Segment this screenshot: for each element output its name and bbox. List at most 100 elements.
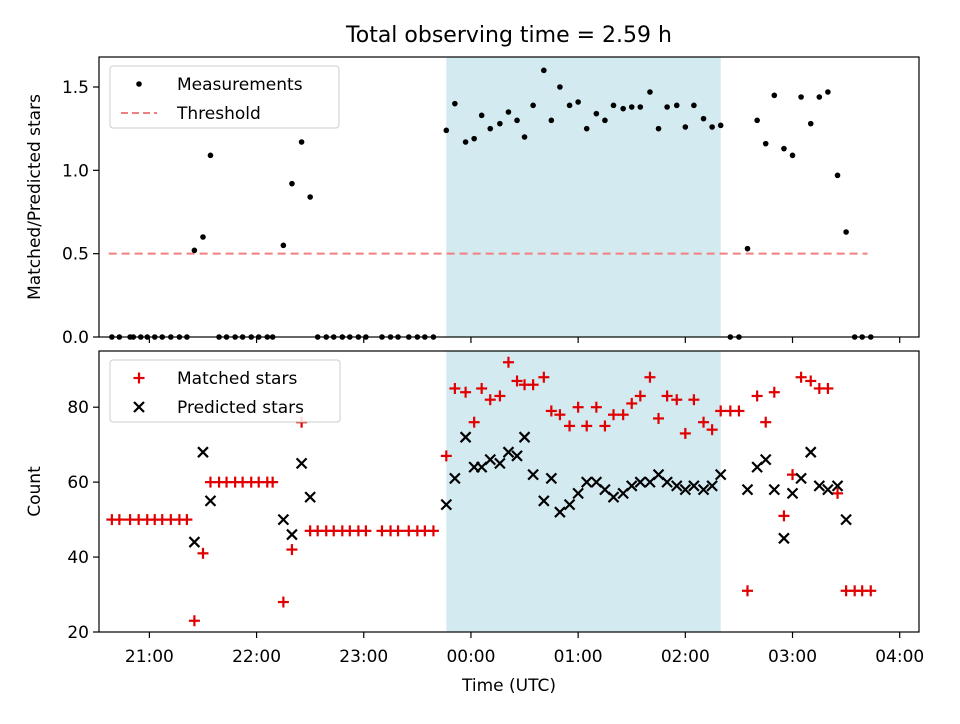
measurements-point [744, 245, 751, 252]
y-tick-label: 80 [67, 398, 89, 418]
measurements-point [843, 229, 849, 235]
predicted-stars-point [840, 513, 852, 526]
matched-stars-point [527, 379, 539, 391]
predicted-stars-point [197, 446, 209, 458]
measurements-point [762, 140, 769, 147]
matched-stars-point [564, 420, 576, 432]
matched-stars-point [617, 409, 629, 421]
legend-glyph [133, 401, 145, 413]
y-tick-label: 0.5 [62, 245, 89, 265]
predicted-stars-point [580, 476, 593, 488]
matched-stars-point [795, 371, 807, 383]
y-tick-label: 0.0 [62, 328, 89, 348]
predicted-stars-point [563, 498, 576, 511]
bottom-x-axis: 21:00 22:00 23:00 00:00 01:00 02:00 03:00 04:00 [125, 632, 924, 667]
predicted-stars-point [822, 483, 834, 496]
matched-stars-point [545, 405, 557, 417]
predicted-stars-point [670, 480, 683, 492]
predicted-stars-point [625, 480, 638, 492]
measurements-point [789, 152, 796, 159]
x-tick-label: 22:00 [232, 647, 281, 667]
matched-stars-point [751, 390, 763, 402]
predicted-stars-point [778, 532, 790, 545]
matched-stars-point [277, 596, 289, 608]
measurements-point [709, 124, 715, 130]
bottom-legend: Matched stars Predicted stars [109, 359, 341, 423]
measurements-point [280, 242, 287, 249]
measurements-point [620, 105, 626, 112]
legend-marker-predicted-stars [133, 401, 145, 413]
matched-stars-point [805, 375, 817, 387]
legend-glyph [136, 81, 142, 87]
predicted-stars-point [714, 468, 727, 481]
bottom-panel: 20 40 60 80 21:00 22:00 23:00 00:00 01:00 02:00 0… [25, 350, 924, 696]
measurements-point [443, 127, 450, 134]
measurements-point [583, 125, 590, 132]
top-shaded-span [446, 57, 721, 337]
matched-stars-point [671, 394, 683, 406]
measurements-point [462, 139, 469, 145]
measurements-point [754, 117, 760, 124]
predicted-stars-point [706, 480, 718, 492]
measurements-point [521, 134, 528, 140]
matched-stars-point [768, 386, 780, 398]
measurements-point [478, 112, 485, 119]
measurements-point [771, 92, 778, 99]
predicted-stars-point [502, 446, 515, 458]
measurements-point [200, 234, 206, 240]
matched-stars-point [511, 375, 523, 387]
predicted-stars-point [607, 491, 620, 503]
measurements-point [834, 172, 841, 179]
matched-stars-point [468, 416, 480, 428]
matched-stars-point [581, 420, 593, 432]
measurements-point [530, 102, 536, 109]
top-y-axis-label: Matched/Predicted stars [25, 94, 45, 300]
legend-marker-measurements [136, 81, 142, 87]
bottom-marks [106, 356, 877, 627]
predicted-stars-point [440, 498, 453, 511]
measurements-point [610, 102, 617, 109]
predicted-stars-point [304, 491, 316, 503]
figure-title: Total observing time = 2.59 h [345, 23, 672, 48]
predicted-stars-point [511, 450, 523, 462]
matched-stars-point [661, 390, 673, 402]
matched-stars-point [502, 356, 514, 368]
measurements-point [781, 145, 787, 152]
predicted-stars-point [518, 431, 531, 443]
predicted-stars-point [741, 483, 754, 496]
measurements-point [664, 104, 670, 110]
measurements-point [307, 194, 313, 200]
x-tick-label: 23:00 [339, 647, 388, 667]
matched-stars-point [113, 514, 125, 526]
matched-stars-point [188, 615, 200, 627]
predicted-stars-point [759, 453, 772, 466]
predicted-stars-point [679, 483, 692, 496]
matched-stars-point [181, 514, 193, 526]
matched-stars-point [688, 394, 700, 406]
matched-stars-point [822, 382, 834, 394]
x-tick-label: 03:00 [768, 647, 817, 667]
predicted-stars-point [188, 536, 201, 548]
measurements-point [541, 67, 547, 74]
predicted-stars-point [459, 431, 472, 443]
measurements-point [593, 110, 600, 117]
x-tick-label: 21:00 [125, 647, 174, 667]
matched-stars-point [427, 525, 439, 537]
predicted-stars-point [697, 483, 710, 496]
measurements-point [602, 117, 608, 124]
matched-stars-point [698, 416, 710, 428]
matched-stars-point [832, 487, 844, 499]
top-panel: 0.0 0.5 1.0 1.5 Matched/Predicted stars Mea… [25, 56, 920, 348]
legend-label-threshold: Threshold [176, 104, 261, 124]
bottom-y-axis: 20 40 60 80 [67, 398, 99, 643]
measurements-point [691, 102, 697, 109]
predicted-stars-point [286, 528, 298, 541]
predicted-stars-point [295, 457, 308, 470]
measurements-point [471, 135, 477, 142]
top-x-axis [148, 337, 901, 343]
matched-stars-point [476, 382, 488, 394]
bottom-shaded-span [446, 351, 721, 632]
measurements-point [207, 152, 214, 159]
matched-stars-point [608, 409, 620, 421]
